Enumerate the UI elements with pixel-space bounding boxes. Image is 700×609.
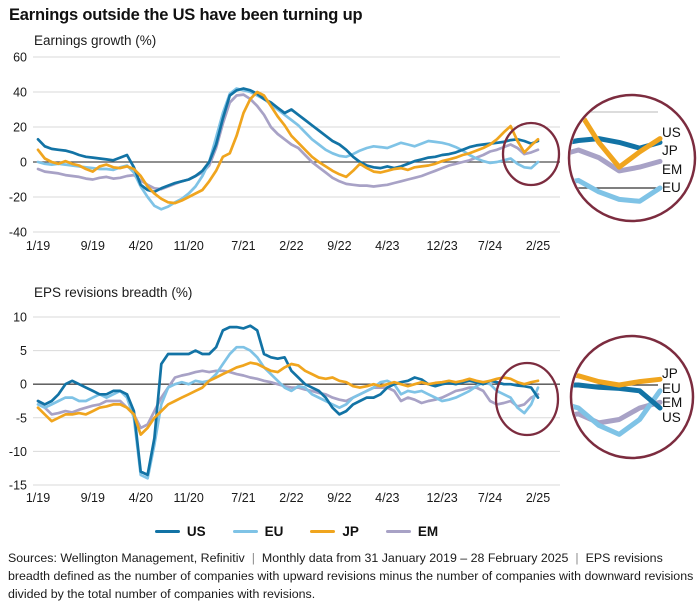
inset-label-eu: EU: [662, 180, 681, 195]
legend-label-eu: EU: [264, 524, 284, 539]
y-tick-label: -20: [9, 191, 27, 205]
y-tick-label: 20: [13, 121, 27, 135]
inset-1: US JP EM EU: [567, 93, 697, 223]
inset-content: [570, 107, 663, 204]
chart2-subtitle: EPS revisions breadth (%): [34, 285, 193, 300]
inset-label-jp: JP: [662, 143, 678, 158]
inset-line-em: [570, 147, 663, 174]
line-jp: [36, 361, 540, 436]
legend-item-eu: EU: [232, 524, 284, 539]
x-tick-label: 2/22: [279, 239, 303, 253]
footer-separator: |: [575, 551, 579, 565]
source-note-definition: EPS revisions breadth defined as the num…: [8, 551, 694, 601]
x-tick-label: 2/25: [526, 239, 550, 253]
x-tick-label: 4/20: [129, 239, 153, 253]
inset-line-us: [572, 382, 663, 411]
source-note-period: Monthly data from 31 January 2019 – 28 F…: [261, 551, 569, 565]
x-tick-label: 4/23: [375, 239, 399, 253]
x-tick-label: 2/22: [279, 491, 303, 505]
inset-label-eu: EU: [662, 381, 681, 396]
y-tick-label: 0: [20, 156, 27, 170]
source-note-sources: Sources: Wellington Management, Refiniti…: [8, 551, 245, 565]
eu-line-swatch: [232, 529, 258, 534]
em-line-swatch: [385, 529, 411, 534]
line-em: [36, 93, 540, 191]
y-tick-label: -15: [9, 479, 27, 493]
legend-label-jp: JP: [342, 524, 359, 539]
y-tick-label: 40: [13, 86, 27, 100]
chart-1: 60 40 20 0 -20 -401/19 9/19 4/20 11/20 7/21 2/22 9/…: [9, 51, 561, 253]
y-tick-label: 0: [20, 378, 27, 392]
jp-line-swatch: [310, 529, 336, 534]
y-tick-label: -40: [9, 226, 27, 240]
x-tick-label: 2/25: [526, 491, 550, 505]
inset-label-jp: JP: [662, 366, 678, 381]
x-tick-label: 4/23: [375, 491, 399, 505]
line-us: [36, 324, 540, 477]
x-tick-label: 7/21: [231, 239, 255, 253]
footer-separator: |: [251, 551, 255, 565]
highlight-circle: [501, 121, 561, 187]
x-tick-label: 11/20: [174, 239, 204, 253]
y-tick-label: -5: [16, 411, 27, 425]
y-tick-label: -10: [9, 445, 27, 459]
legend: US EU JP EM: [33, 524, 560, 539]
line-jp: [36, 90, 540, 205]
legend-item-us: US: [154, 524, 206, 539]
x-tick-label: 9/19: [81, 239, 105, 253]
inset-label-us: US: [662, 410, 681, 425]
legend-item-em: EM: [385, 524, 439, 539]
x-tick-label: 11/20: [174, 491, 204, 505]
chart1-subtitle: Earnings growth (%): [34, 33, 157, 48]
page-title: Earnings outside the US have been turnin…: [9, 6, 363, 24]
x-tick-label: 1/19: [26, 491, 50, 505]
chart-2: 10 5 0 -5 -10 -151/19 9/19 4/20 11/20 7/21 2/22 9/2…: [9, 311, 560, 505]
inset-label-em: EM: [662, 162, 682, 177]
inset-circle: [569, 334, 695, 460]
us-line-swatch: [154, 529, 180, 534]
source-note: Sources: Wellington Management, Refiniti…: [8, 550, 696, 604]
inset-line-eu: [570, 177, 663, 204]
x-tick-label: 12/23: [426, 239, 457, 253]
y-tick-label: 60: [13, 51, 27, 65]
legend-label-em: EM: [417, 524, 439, 539]
x-tick-label: 12/23: [426, 491, 457, 505]
legend-label-us: US: [186, 524, 206, 539]
legend-item-jp: JP: [310, 524, 359, 539]
y-tick-label: 10: [13, 311, 27, 325]
x-tick-label: 7/24: [478, 239, 502, 253]
inset-label-em: EM: [662, 395, 682, 410]
x-tick-label: 9/19: [81, 491, 105, 505]
highlight-circle: [494, 361, 560, 437]
y-tick-label: 5: [20, 344, 27, 358]
x-tick-label: 9/22: [327, 491, 351, 505]
line-em: [36, 369, 540, 430]
x-tick-label: 4/20: [129, 491, 153, 505]
x-tick-label: 7/21: [231, 491, 255, 505]
x-tick-label: 7/24: [478, 491, 502, 505]
inset-label-us: US: [662, 125, 681, 140]
x-tick-label: 9/22: [327, 239, 351, 253]
inset-circle: [567, 93, 697, 223]
line-us: [36, 87, 540, 194]
x-tick-label: 1/19: [26, 239, 50, 253]
inset-line-eu: [572, 388, 663, 437]
